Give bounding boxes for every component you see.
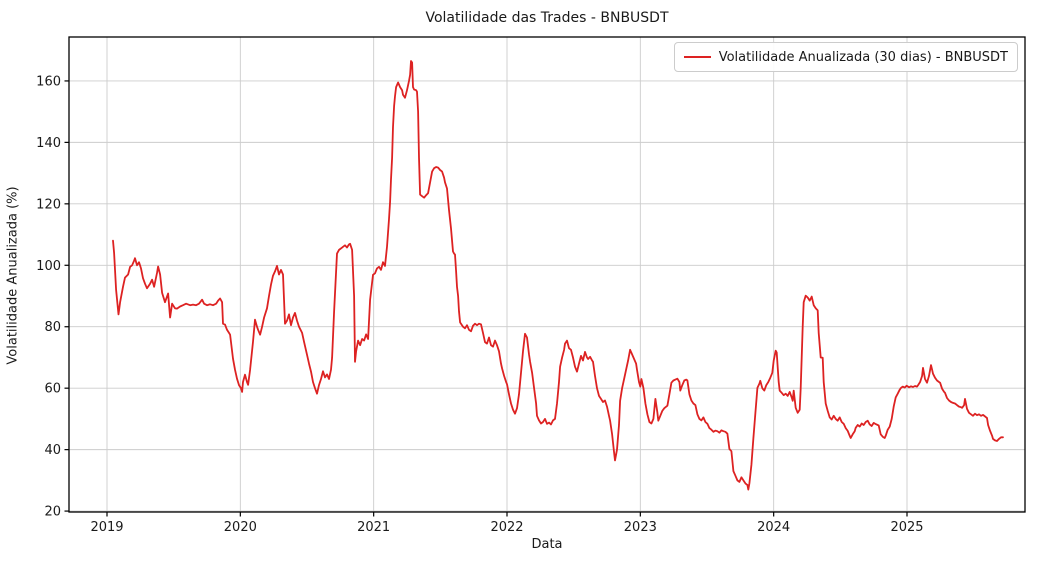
y-tick-labels: 20 40 60 80 100 120 140 160 <box>36 74 61 519</box>
y-axis-label: Volatilidade Anualizada (%) <box>5 186 21 365</box>
y-tick-label: 80 <box>44 320 61 335</box>
gridlines <box>69 37 1025 512</box>
plot-border <box>68 36 1026 513</box>
legend: Volatilidade Anualizada (30 dias) - BNBU… <box>673 42 1018 72</box>
legend-line-swatch <box>683 56 711 58</box>
axis-ticks <box>64 80 908 517</box>
x-tick-label: 2019 <box>90 520 123 535</box>
y-tick-label: 40 <box>44 443 61 458</box>
x-tick-label: 2022 <box>490 520 523 535</box>
y-tick-label: 120 <box>36 197 61 212</box>
y-tick-label: 60 <box>44 382 61 397</box>
x-tick-label: 2023 <box>624 520 657 535</box>
x-tick-label: 2025 <box>890 520 923 535</box>
y-tick-label: 140 <box>36 136 61 151</box>
y-tick-label: 20 <box>44 505 61 520</box>
y-tick-label: 160 <box>36 74 61 89</box>
x-axis-label: Data <box>531 537 563 552</box>
x-tick-label: 2024 <box>757 520 790 535</box>
x-tick-label: 2021 <box>357 520 390 535</box>
x-tick-labels: 2019 2020 2021 2022 2023 2024 2025 <box>90 520 923 535</box>
chart-title: Volatilidade das Trades - BNBUSDT <box>425 10 669 26</box>
x-tick-label: 2020 <box>224 520 257 535</box>
volatility-line <box>112 60 1004 491</box>
y-tick-label: 100 <box>36 259 61 274</box>
legend-label: Volatilidade Anualizada (30 dias) - BNBU… <box>718 49 1008 65</box>
